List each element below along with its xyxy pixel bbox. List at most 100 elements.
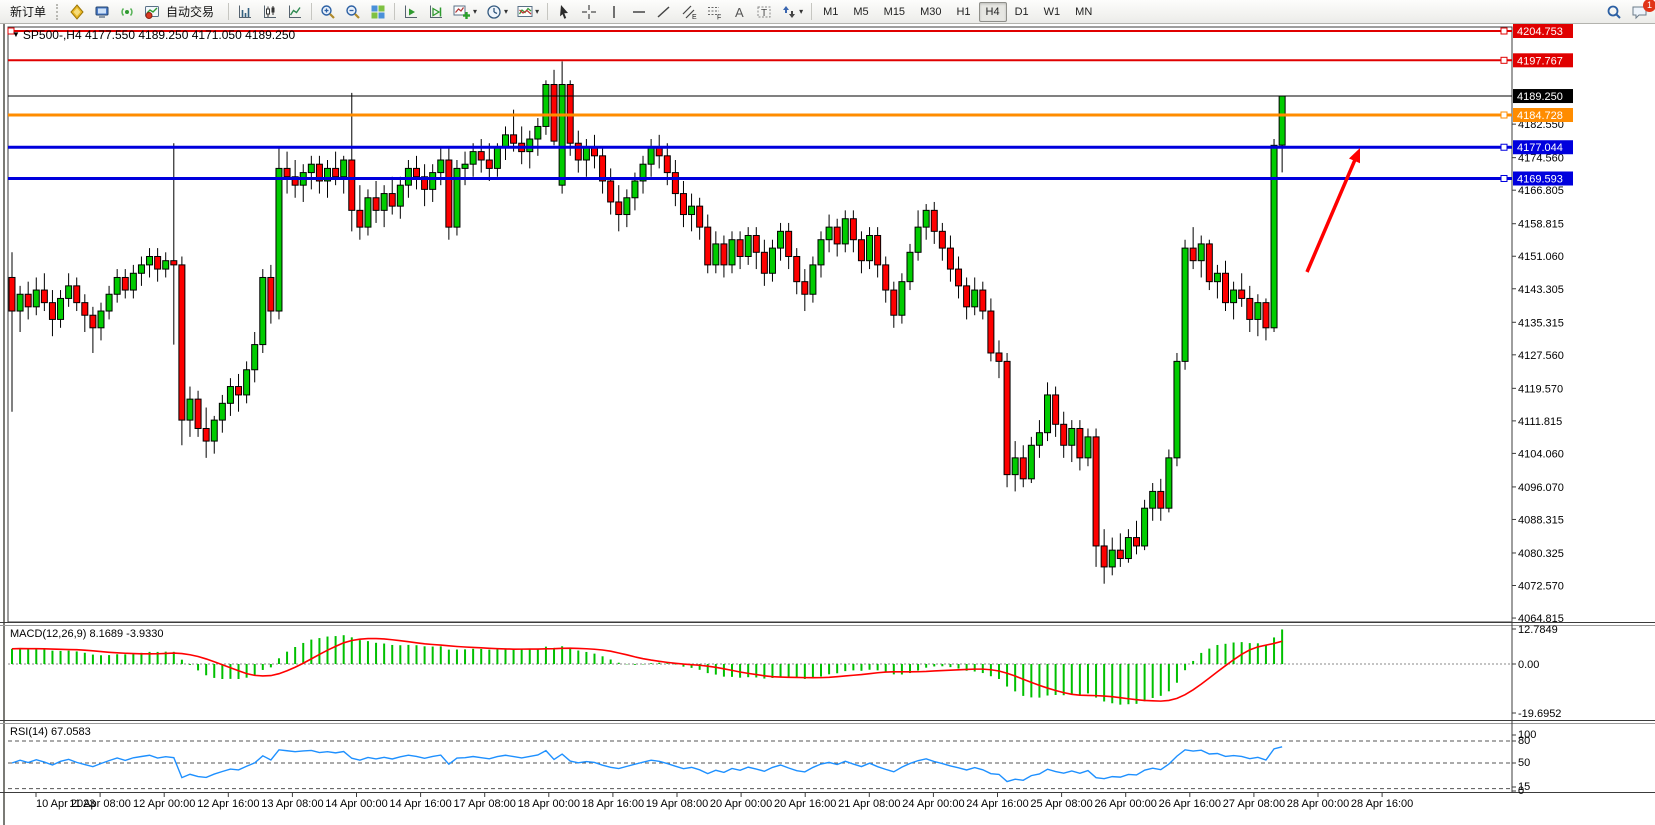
- svg-text:17 Apr 08:00: 17 Apr 08:00: [454, 798, 516, 810]
- horizontal-line-button[interactable]: [627, 2, 651, 22]
- fibonacci-button[interactable]: F: [702, 2, 726, 22]
- zoom-in-icon: [321, 4, 335, 19]
- svg-text:10 Apr 2023: 10 Apr 2023: [36, 798, 95, 810]
- arrows-button[interactable]: ▾: [777, 2, 807, 22]
- text-button[interactable]: A: [727, 2, 751, 22]
- svg-text:20 Apr 16:00: 20 Apr 16:00: [774, 798, 836, 810]
- chart-canvas[interactable]: 4182.550 4174.560 4166.805 4158.815 4151.060…: [0, 24, 1655, 825]
- line-chart-icon: [289, 5, 302, 18]
- svg-text:14 Apr 16:00: 14 Apr 16:00: [389, 798, 451, 810]
- price-badge: [1513, 24, 1573, 38]
- notifications-button[interactable]: 1: [1627, 0, 1655, 22]
- svg-text:18 Apr 16:00: 18 Apr 16:00: [582, 798, 644, 810]
- chevron-down-icon: ▾: [473, 7, 478, 16]
- arrows-icon: [783, 5, 796, 18]
- svg-text:19 Apr 08:00: 19 Apr 08:00: [646, 798, 708, 810]
- signal-button[interactable]: [115, 2, 139, 22]
- svg-text:4096.070: 4096.070: [1518, 482, 1564, 494]
- equidistant-channel-button[interactable]: E: [677, 2, 701, 22]
- timeframe-h1-button[interactable]: H1: [949, 2, 977, 22]
- svg-text:4204.753: 4204.753: [1517, 26, 1563, 38]
- line-handle: [1500, 27, 1508, 35]
- svg-text:A: A: [735, 5, 744, 20]
- svg-text:4088.315: 4088.315: [1518, 514, 1564, 526]
- svg-text:28 Apr 00:00: 28 Apr 00:00: [1287, 798, 1349, 810]
- bar-chart-type-button[interactable]: [233, 2, 257, 22]
- auto-scroll-icon: [405, 5, 418, 18]
- new-chart-button[interactable]: ▾: [449, 2, 481, 22]
- chevron-down-icon: ▾: [799, 7, 804, 16]
- svg-text:4151.060: 4151.060: [1518, 251, 1564, 263]
- price-badge: [1513, 171, 1573, 186]
- timeframe-d1-button[interactable]: D1: [1008, 2, 1036, 22]
- svg-text:4080.325: 4080.325: [1518, 548, 1564, 560]
- svg-text:0.00: 0.00: [1518, 659, 1539, 671]
- text-icon: A: [735, 5, 744, 20]
- zoom-in-button[interactable]: [316, 2, 340, 22]
- svg-text:4177.044: 4177.044: [1517, 142, 1563, 154]
- cursor-button[interactable]: [552, 2, 576, 22]
- trendline-icon: [657, 5, 670, 18]
- svg-text:4169.593: 4169.593: [1517, 173, 1563, 185]
- new-order-button[interactable]: 新订单: [3, 2, 53, 22]
- svg-text:4119.570: 4119.570: [1518, 383, 1563, 395]
- svg-text:27 Apr 08:00: 27 Apr 08:00: [1223, 798, 1285, 810]
- line-handle: [1500, 111, 1508, 119]
- svg-text:4174.560: 4174.560: [1518, 153, 1564, 165]
- timeframe-m15-button[interactable]: M15: [877, 2, 912, 22]
- svg-text:26 Apr 00:00: 26 Apr 00:00: [1095, 798, 1157, 810]
- window-left-edge: [3, 24, 5, 825]
- vertical-line-button[interactable]: [602, 2, 626, 22]
- candlestick-chart-type-button[interactable]: [258, 2, 282, 22]
- line-handle: [1500, 143, 1508, 151]
- gold-seal-button[interactable]: [65, 2, 89, 22]
- chart-area: 4182.550 4174.560 4166.805 4158.815 4151.060…: [0, 24, 1655, 825]
- toolbar-separator: [394, 3, 396, 20]
- line-handle: [1500, 174, 1508, 182]
- zoom-out-button[interactable]: [341, 2, 365, 22]
- auto-scroll-button[interactable]: [399, 2, 423, 22]
- terminal-button[interactable]: [90, 2, 114, 22]
- svg-text:100: 100: [1518, 729, 1536, 741]
- crosshair-button[interactable]: [577, 2, 601, 22]
- price-badge: [1513, 53, 1573, 68]
- svg-text:4182.550: 4182.550: [1518, 119, 1564, 131]
- line-handle: [1500, 56, 1508, 64]
- timeframe-m5-button[interactable]: M5: [846, 2, 875, 22]
- search-button[interactable]: [1602, 2, 1626, 22]
- svg-text:20 Apr 00:00: 20 Apr 00:00: [710, 798, 772, 810]
- svg-text:4184.728: 4184.728: [1517, 110, 1563, 122]
- timeframe-h4-button[interactable]: H4: [978, 1, 1007, 22]
- line-chart-type-button[interactable]: [283, 2, 307, 22]
- svg-text:15: 15: [1518, 781, 1530, 793]
- terminal-icon: [95, 6, 109, 18]
- autotrading-button[interactable]: 自动交易: [140, 2, 224, 22]
- chart-shift-button[interactable]: [424, 2, 448, 22]
- svg-text:4064.815: 4064.815: [1518, 613, 1564, 625]
- svg-text:F: F: [717, 14, 721, 20]
- svg-text:4189.250: 4189.250: [1517, 91, 1563, 103]
- autotrading-label: 自动交易: [166, 5, 215, 19]
- svg-text:T: T: [761, 8, 767, 19]
- line-handle: [7, 27, 15, 35]
- timeframe-mn-button[interactable]: MN: [1068, 2, 1099, 22]
- trendline-button[interactable]: [652, 2, 676, 22]
- periods-button[interactable]: ▾: [482, 2, 512, 22]
- timeframe-w1-button[interactable]: W1: [1037, 2, 1068, 22]
- text-label-button[interactable]: T: [752, 2, 776, 22]
- fibonacci-icon: F: [708, 6, 721, 20]
- indicators-button[interactable]: ▾: [513, 2, 543, 22]
- cursor-icon: [560, 4, 569, 19]
- svg-text:28 Apr 16:00: 28 Apr 16:00: [1351, 798, 1413, 810]
- tile-windows-icon: [371, 5, 385, 18]
- tile-windows-button[interactable]: [366, 2, 390, 22]
- rsi-line: [11, 746, 1283, 783]
- search-icon: [1607, 5, 1621, 19]
- price-badge: [1513, 108, 1573, 123]
- timeframe-m30-button[interactable]: M30: [913, 2, 948, 22]
- timeframe-m1-button[interactable]: M1: [816, 2, 845, 22]
- svg-text:12.7849: 12.7849: [1518, 624, 1558, 636]
- svg-text:4135.315: 4135.315: [1518, 317, 1564, 329]
